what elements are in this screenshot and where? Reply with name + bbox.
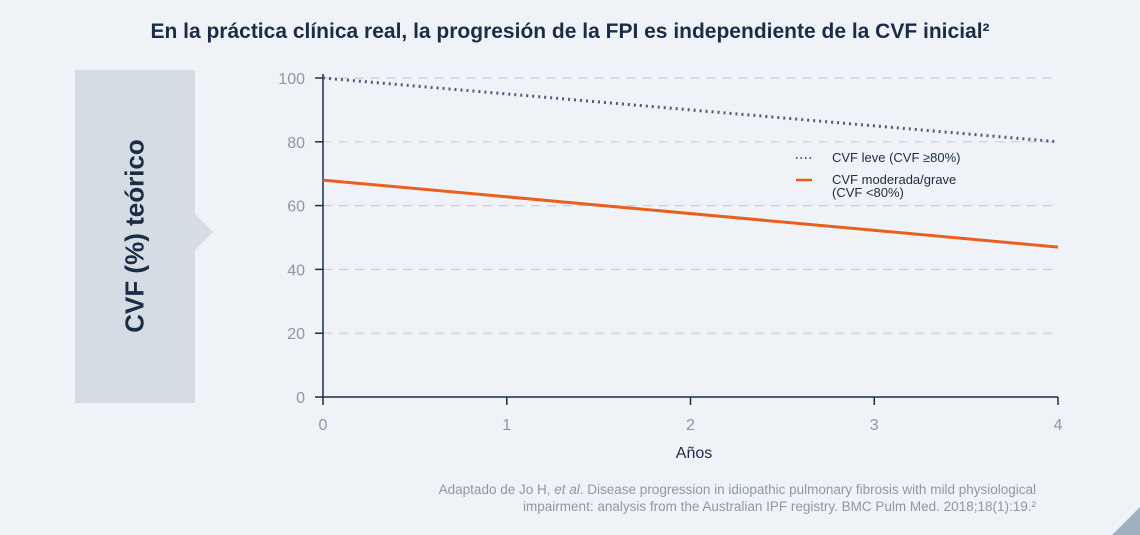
x-tick-label: 0 (319, 417, 328, 434)
y-axis-label-pointer (195, 214, 213, 250)
legend-label-2: (CVF <80%) (832, 185, 904, 200)
tick-labels: 0 20 40 60 80 100 0 1 2 3 4 (278, 71, 1062, 434)
x-tick-label: 3 (870, 417, 879, 434)
series-line-2 (322, 178, 1059, 249)
y-tick-label: 0 (296, 390, 305, 407)
y-tick-label: 60 (287, 199, 305, 216)
x-axis-label: Años (676, 445, 712, 462)
legend-label-1: CVF leve (CVF ≥80%) (832, 150, 961, 165)
y-tick-label: 80 (287, 135, 305, 152)
x-tick-label: 1 (502, 417, 511, 434)
corner-decoration (1112, 507, 1140, 535)
y-axis-label-panel (75, 70, 195, 403)
legend: CVF leve (CVF ≥80%) CVF moderada/grave(CV… (796, 150, 961, 200)
source-citation: Adaptado de Jo H, et al. Disease progres… (316, 481, 1036, 515)
axes (315, 74, 1059, 405)
series-line-1 (322, 76, 1059, 144)
chart-title: En la práctica clínica real, la progresi… (150, 20, 990, 43)
y-tick-label: 100 (278, 71, 305, 88)
source-etal: et al (554, 482, 580, 497)
grid-lines (323, 77, 1058, 334)
y-tick-label: 40 (287, 262, 305, 279)
series-lines (322, 76, 1059, 249)
legend-label-2: CVF moderada/grave (832, 172, 956, 187)
x-tick-label: 4 (1054, 417, 1063, 434)
source-line1: . Disease progression in idiopathic pulm… (579, 482, 1036, 497)
x-tick-label: 2 (686, 417, 695, 434)
y-tick-label: 20 (287, 326, 305, 343)
source-line2: impairment: analysis from the Australian… (523, 499, 1036, 514)
source-prefix: Adaptado de Jo H, (438, 482, 555, 497)
